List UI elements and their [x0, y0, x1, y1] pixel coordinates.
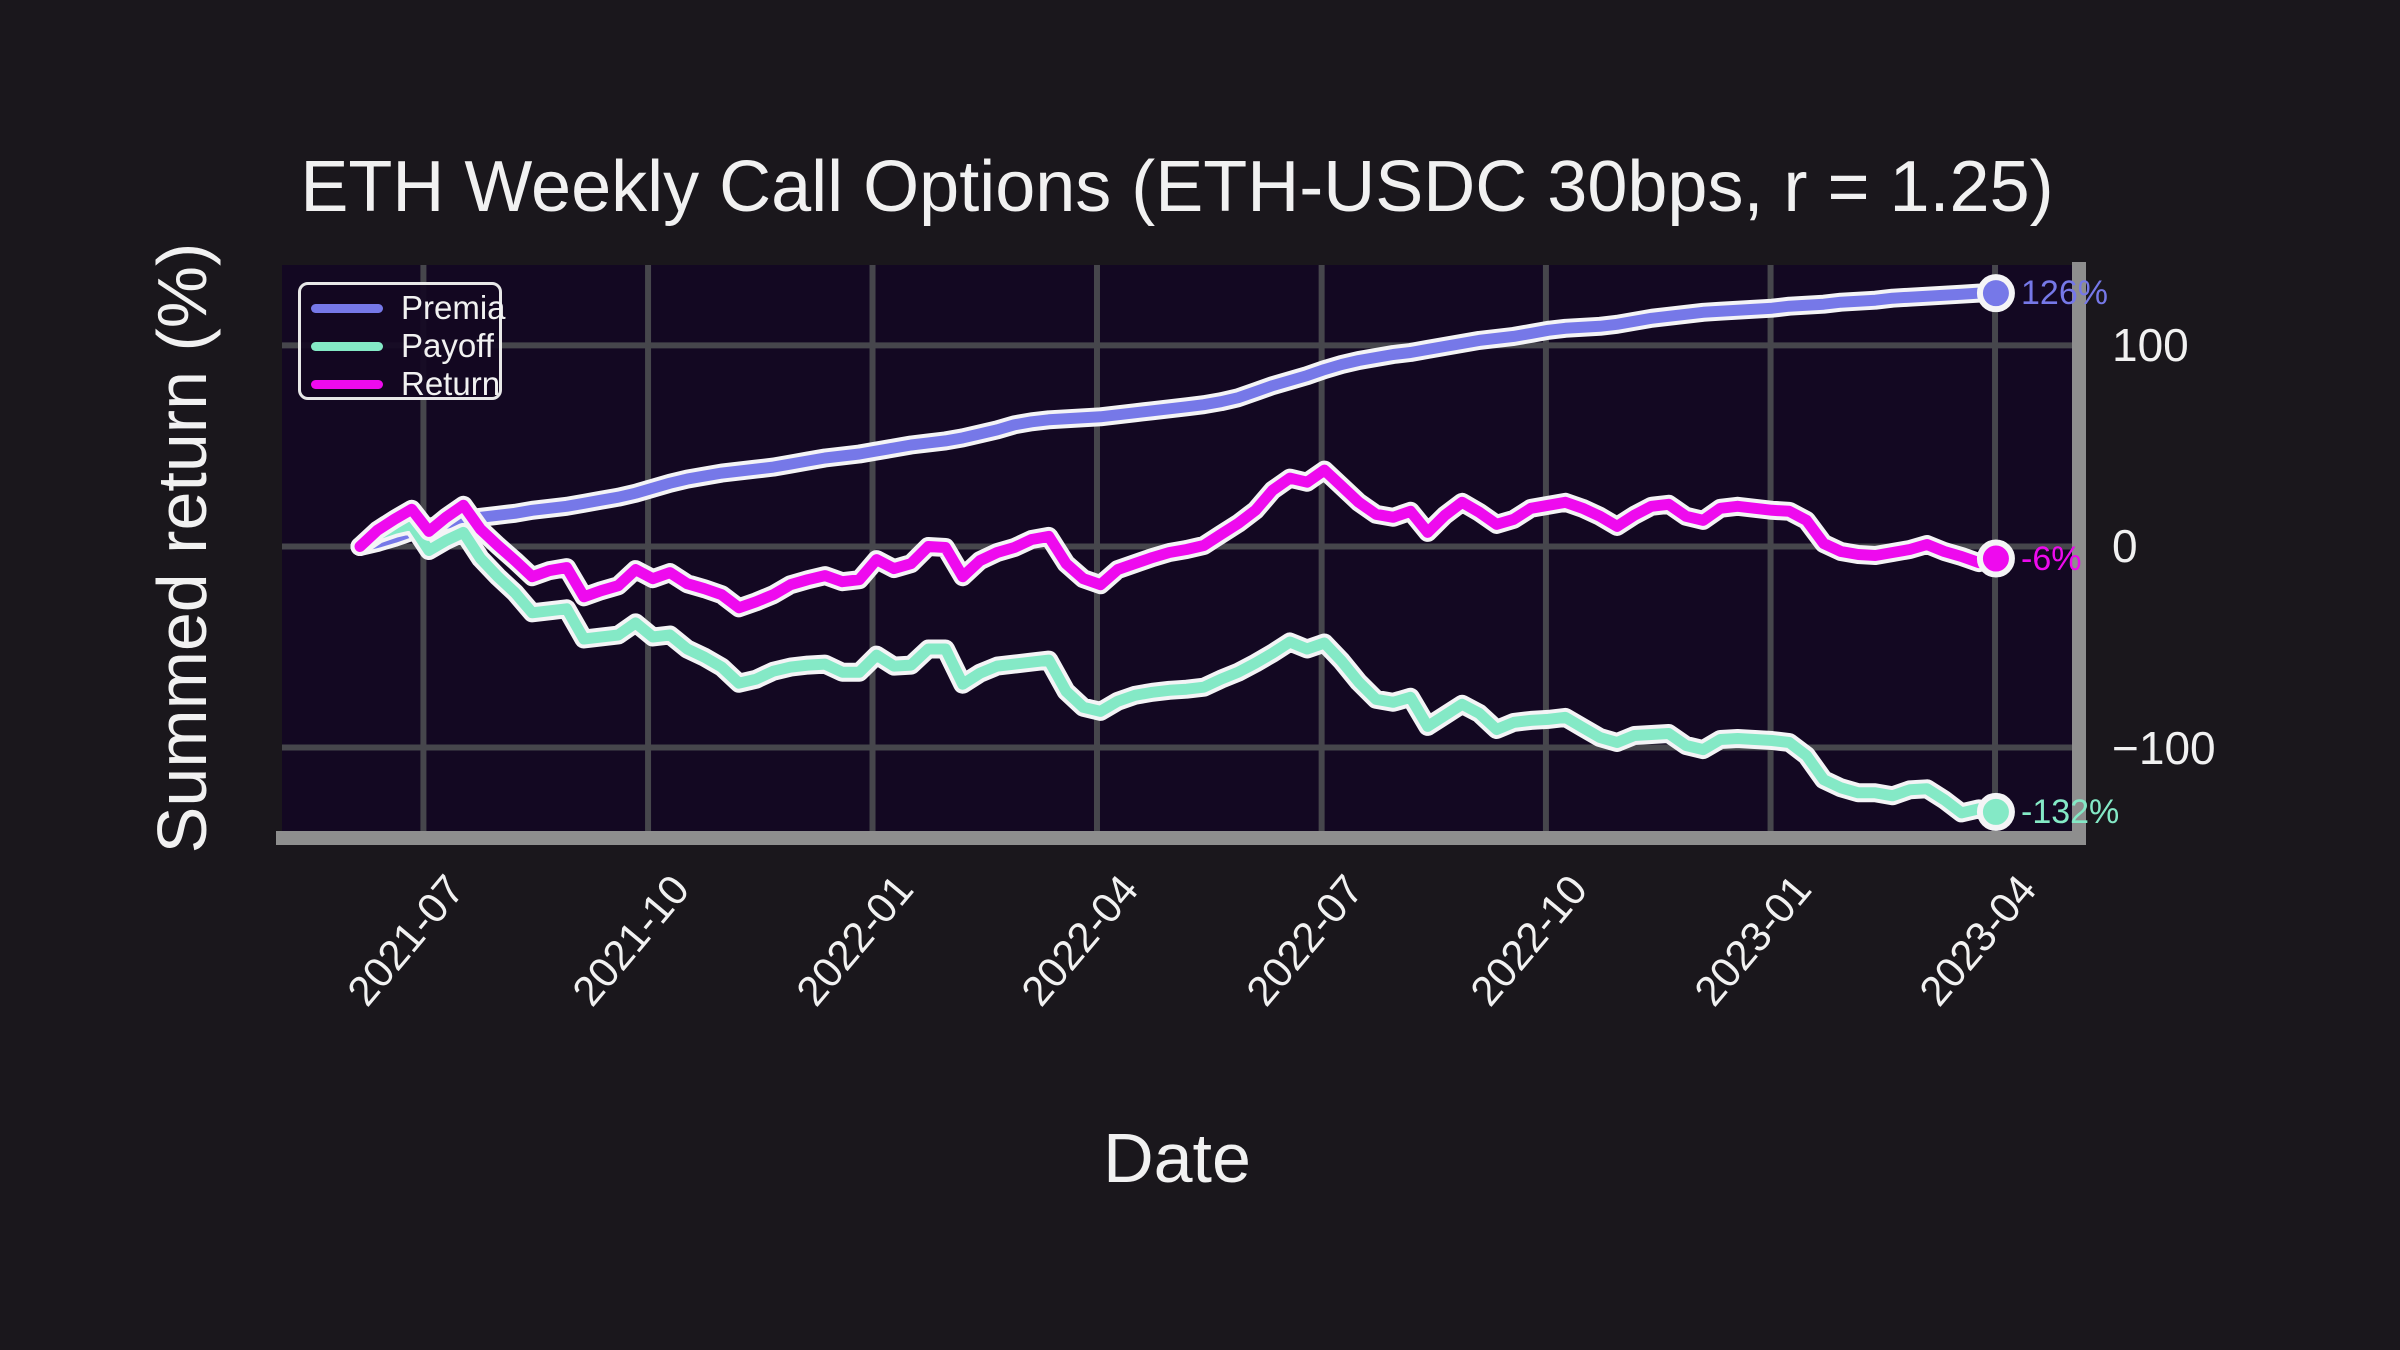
payoff-end-label: -132%: [2021, 792, 2120, 831]
plot-svg: [282, 265, 2072, 831]
x-tick-label: 2023-04: [1909, 866, 2046, 1015]
legend-label-premia: Premia: [401, 289, 506, 326]
payoff-line-swatch-icon: [311, 341, 383, 351]
series-line-payoff: [354, 518, 2002, 819]
series-line-premia: [354, 287, 2002, 552]
series-line-return: [354, 464, 2002, 614]
x-tick-label: 2022-07: [1236, 866, 1372, 1015]
end-marker-return: [1976, 539, 2015, 578]
x-tick-label: 2021-10: [562, 866, 699, 1015]
x-tick-label: 2023-01: [1685, 866, 1821, 1015]
return-line-swatch-icon: [311, 379, 383, 389]
legend-item-payoff: Payoff: [311, 327, 494, 365]
right-spine: [2072, 262, 2086, 845]
return-end-label: -6%: [2021, 539, 2082, 578]
y-tick-label: 0: [2112, 520, 2138, 573]
bottom-spine: [276, 831, 2086, 845]
legend-label-return: Return: [401, 365, 501, 402]
x-tick-label: 2022-04: [1011, 866, 1148, 1015]
y-tick-label: 100: [2112, 319, 2189, 372]
y-axis-label: Summed return (%): [143, 242, 221, 854]
premia-end-label: 126%: [2021, 274, 2108, 313]
chart-title: ETH Weekly Call Options (ETH-USDC 30bps,…: [300, 147, 2054, 227]
legend-label-payoff: Payoff: [401, 327, 494, 364]
legend-item-premia: Premia: [311, 289, 506, 327]
premia-line-swatch-icon: [311, 303, 383, 313]
end-marker-payoff: [1976, 792, 2015, 831]
x-tick-label: 2022-01: [787, 866, 923, 1015]
x-axis-label: Date: [1103, 1119, 1251, 1197]
end-marker-premia: [1976, 274, 2015, 313]
x-tick-label: 2022-10: [1460, 866, 1596, 1015]
legend-item-return: Return: [311, 365, 500, 403]
x-tick-label: 2021-07: [338, 866, 474, 1015]
legend: Premia Payoff Return: [298, 282, 506, 403]
y-tick-label: −100: [2112, 721, 2216, 774]
series-casing-payoff: [350, 514, 2006, 823]
